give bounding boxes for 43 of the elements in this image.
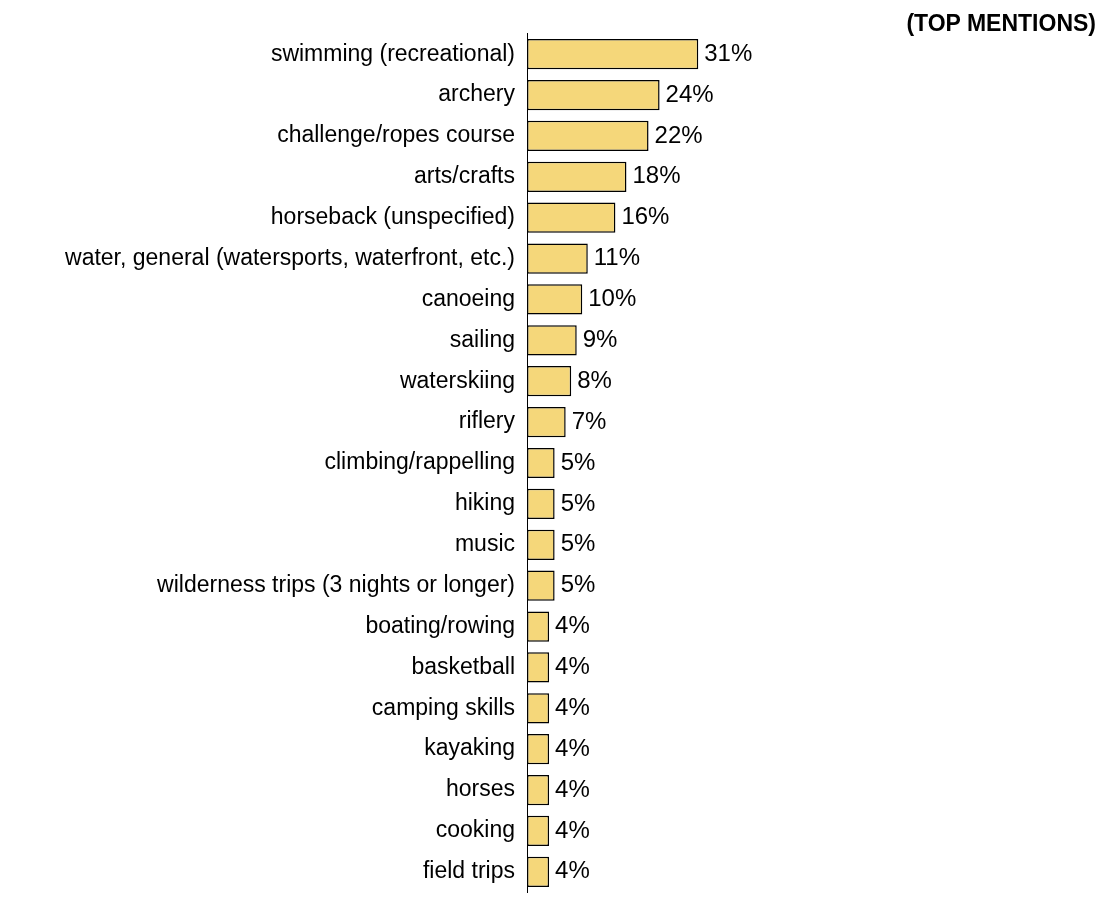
data-label: 4% xyxy=(555,856,590,884)
y-tick-label: horseback (unspecified) xyxy=(270,203,515,230)
y-tick-label: field trips xyxy=(422,857,515,884)
y-tick-label: challenge/ropes course xyxy=(277,121,515,148)
y-tick-label: horses xyxy=(445,775,515,802)
data-label: 31% xyxy=(704,38,753,66)
y-tick-label: sailing xyxy=(449,325,515,352)
y-tick-label: swimming (recreational) xyxy=(270,39,515,66)
y-tick-label: music xyxy=(454,530,515,557)
data-label: 16% xyxy=(621,202,670,230)
data-label: 5% xyxy=(560,529,596,557)
y-tick-label: hiking xyxy=(454,489,515,516)
data-label: 4% xyxy=(555,774,590,802)
data-label: 5% xyxy=(560,447,596,475)
data-label: 4% xyxy=(555,733,590,761)
y-tick-label: canoeing xyxy=(421,284,515,311)
y-tick-label: waterskiing xyxy=(398,366,515,393)
data-label: 24% xyxy=(665,79,714,107)
data-label: 9% xyxy=(582,325,618,352)
y-tick-label: boating/rowing xyxy=(365,611,515,638)
y-tick-label: riflery xyxy=(458,407,516,434)
y-tick-label: archery xyxy=(438,80,516,107)
data-label: 4% xyxy=(555,692,590,720)
data-label: 4% xyxy=(555,815,590,843)
data-label: 5% xyxy=(560,570,596,598)
y-tick-label: basketball xyxy=(411,652,515,679)
y-tick-label: wilderness trips (3 nights or longer) xyxy=(156,570,515,597)
data-label: 5% xyxy=(560,488,596,516)
y-tick-label: water, general (watersports, waterfront, etc.) xyxy=(64,243,515,270)
y-tick-label: climbing/rappelling xyxy=(324,448,515,475)
y-tick-label: cooking xyxy=(435,816,515,843)
data-label: 7% xyxy=(571,406,607,434)
data-label: 18% xyxy=(632,161,681,189)
data-label: 8% xyxy=(577,365,612,393)
text: (TOP MENTIONS) xyxy=(906,10,1096,37)
y-tick-label: camping skills xyxy=(371,693,515,720)
y-tick-label: arts/crafts xyxy=(414,162,515,189)
y-tick-label: kayaking xyxy=(424,734,515,761)
data-label: 11% xyxy=(593,243,641,271)
data-label: 22% xyxy=(654,120,703,148)
data-label: 4% xyxy=(555,611,590,639)
data-label: 4% xyxy=(555,652,590,680)
data-label: 10% xyxy=(588,284,637,312)
